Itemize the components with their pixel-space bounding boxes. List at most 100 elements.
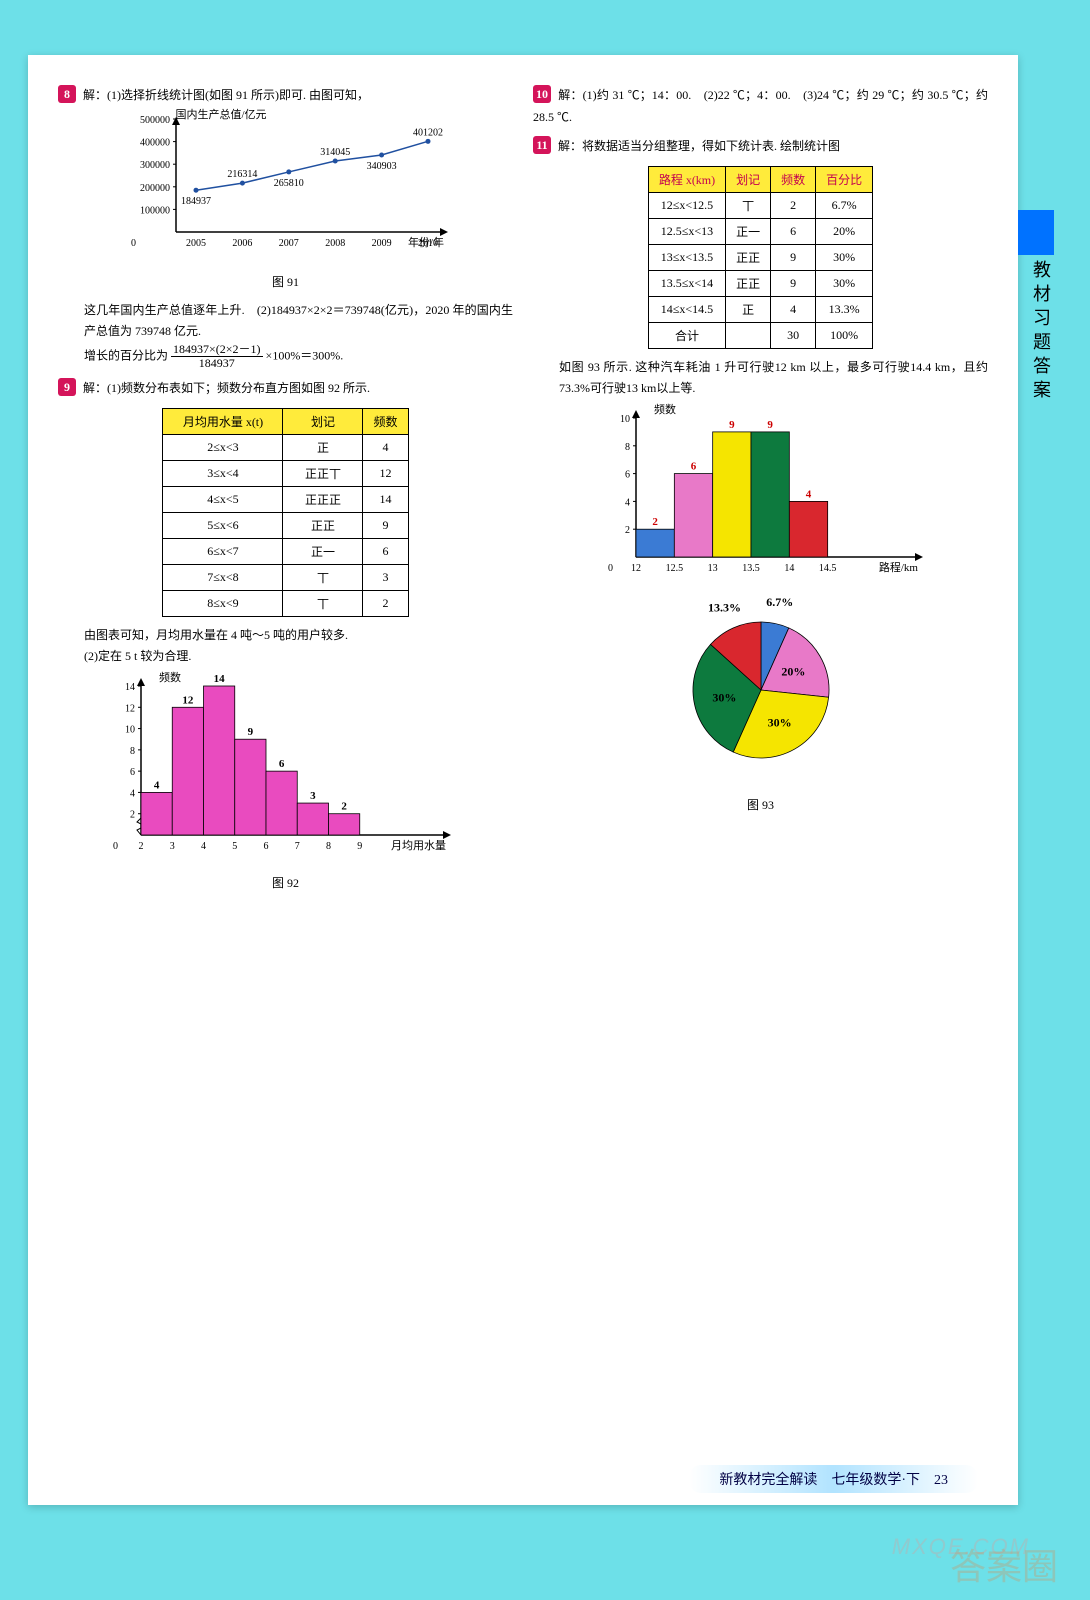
svg-text:2005: 2005 [186,238,206,249]
svg-text:100000: 100000 [140,205,170,216]
blue-strip [1018,210,1054,255]
svg-text:13: 13 [707,563,717,574]
svg-text:月均用水量: 月均用水量 [391,839,446,852]
q9-line3: (2)定在 5 t 较为合理. [58,646,513,668]
table-cell: 丅 [283,590,363,616]
svg-text:20%: 20% [781,664,805,678]
svg-text:2: 2 [625,525,630,536]
svg-text:314045: 314045 [320,147,350,158]
svg-text:年份/年: 年份/年 [407,235,443,249]
right-column: 10 解：(1)约 31 ℃；14：00. (2)22 ℃；4：00. (3)2… [533,85,988,901]
svg-text:200000: 200000 [140,182,170,193]
svg-text:2009: 2009 [371,238,391,249]
svg-text:6: 6 [278,758,284,770]
q9-table: 月均用水量 x(t)划记频数2≤x<3正43≤x<4正正丅124≤x<5正正正1… [162,408,408,617]
table-header: 频数 [771,166,816,192]
table-cell: 7≤x<8 [163,564,283,590]
svg-text:340903: 340903 [366,161,396,172]
svg-text:30%: 30% [712,691,736,705]
svg-text:0: 0 [113,841,118,852]
figure-93-pie-chart: 6.7%20%30%30%13.3% [581,590,941,790]
svg-text:6.7%: 6.7% [766,595,793,609]
table-cell: 6.7% [816,192,873,218]
table-cell: 合计 [648,322,725,348]
q11-table: 路程 x(km)划记频数百分比12≤x<12.5丅26.7%12.5≤x<13正… [648,166,873,349]
q10-block: 10 解：(1)约 31 ℃；14：00. (2)22 ℃；4：00. (3)2… [533,85,988,128]
table-cell: 14≤x<14.5 [648,296,725,322]
table-cell: 丅 [283,564,363,590]
svg-text:10: 10 [620,414,630,425]
table-cell: 2≤x<3 [163,434,283,460]
q8-frac-num: 184937×(2×2－1) [171,343,263,357]
svg-text:401202: 401202 [413,127,443,138]
figure-92-bar-chart: 2468101214234567890频数月均用水量412149632 [101,668,471,868]
svg-text:频数: 频数 [159,670,181,684]
svg-text:2: 2 [341,801,347,813]
table-cell: 正正 [283,512,363,538]
table-cell: 正 [283,434,363,460]
svg-text:9: 9 [767,419,773,431]
svg-text:9: 9 [357,841,362,852]
columns: 8 解：(1)选择折线统计图(如图 91 所示)即可. 由图可知， 100000… [58,85,988,901]
svg-text:4: 4 [805,488,811,500]
q8-num: 8 [58,85,76,103]
svg-text:6: 6 [690,461,696,473]
left-column: 8 解：(1)选择折线统计图(如图 91 所示)即可. 由图可知， 100000… [58,85,513,901]
svg-text:12: 12 [125,703,135,714]
svg-text:9: 9 [247,726,253,738]
table-cell: 12.5≤x<13 [648,218,725,244]
table-cell: 14 [363,486,408,512]
svg-text:7: 7 [294,841,299,852]
table-cell: 正正 [726,270,771,296]
table-cell: 2 [771,192,816,218]
svg-text:4: 4 [625,497,630,508]
svg-text:4: 4 [130,788,135,799]
table-cell: 20% [816,218,873,244]
svg-text:路程/km: 路程/km [878,561,918,574]
svg-text:500000: 500000 [140,115,170,126]
q9-line1: 解：(1)频数分布表如下；频数分布直方图如图 92 所示. [83,381,370,395]
table-cell: 4≤x<5 [163,486,283,512]
svg-text:216314: 216314 [227,169,257,180]
table-cell: 13.5≤x<14 [648,270,725,296]
svg-text:13.3%: 13.3% [707,601,740,615]
svg-text:265810: 265810 [273,178,303,189]
svg-text:12: 12 [182,694,194,706]
q8-frac-den: 184937 [171,357,263,370]
figure-91-line-chart: 1000002000003000004000005000002005200620… [116,107,456,267]
svg-text:4: 4 [201,841,206,852]
table-cell: 6 [363,538,408,564]
svg-text:10: 10 [125,725,135,736]
table-cell: 3≤x<4 [163,460,283,486]
q10-num: 10 [533,85,551,103]
svg-text:8: 8 [326,841,331,852]
svg-text:14: 14 [213,673,225,685]
table-cell: 6 [771,218,816,244]
q11-line1: 解：将数据适当分组整理，得如下统计表. 绘制统计图 [558,139,840,153]
table-header: 月均用水量 x(t) [163,408,283,434]
table-cell: 13≤x<13.5 [648,244,725,270]
svg-text:8: 8 [130,746,135,757]
q8-line2: 这几年国内生产总值逐年上升. (2)184937×2×2＝739748(亿元)，… [58,300,513,343]
q8-block: 8 解：(1)选择折线统计图(如图 91 所示)即可. 由图可知， [58,85,513,107]
table-cell: 2 [363,590,408,616]
table-cell: 100% [816,322,873,348]
table-cell: 正正正 [283,486,363,512]
q8-line1: 解：(1)选择折线统计图(如图 91 所示)即可. 由图可知， [83,88,369,102]
table-cell: 9 [771,244,816,270]
svg-text:2006: 2006 [232,238,252,249]
q8-l3-pre: 增长的百分比为 [84,348,171,362]
table-cell: 13.3% [816,296,873,322]
table-header: 频数 [363,408,408,434]
svg-text:12.5: 12.5 [665,563,683,574]
table-cell: 3 [363,564,408,590]
q11-block: 11 解：将数据适当分组整理，得如下统计表. 绘制统计图 [533,136,988,158]
figure-91-caption: 图 91 [58,273,513,290]
svg-text:12: 12 [631,563,641,574]
table-header: 百分比 [816,166,873,192]
table-header: 划记 [726,166,771,192]
table-cell: 5≤x<6 [163,512,283,538]
svg-text:0: 0 [131,238,136,249]
watermark-cn: 答案圈 [950,1538,1058,1590]
svg-text:2: 2 [652,516,658,528]
